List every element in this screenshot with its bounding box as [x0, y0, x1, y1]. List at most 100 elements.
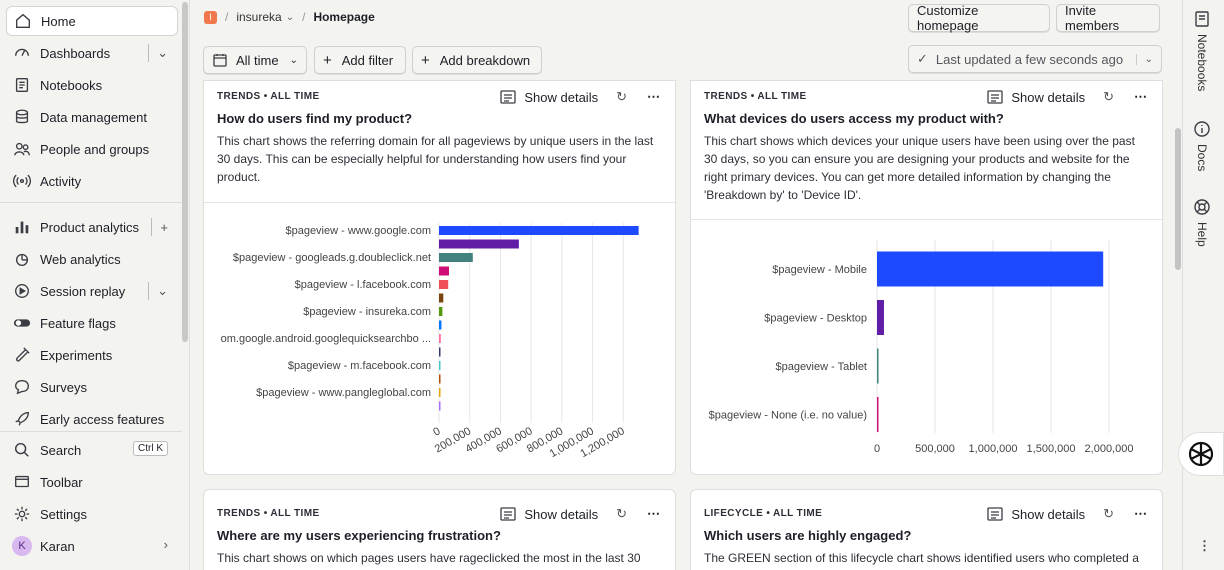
sidebar-item-label: Product analytics: [40, 219, 139, 235]
card-title[interactable]: What devices do users access my product …: [704, 111, 1004, 126]
sidebar-item-home[interactable]: Home: [6, 6, 178, 36]
sidebar-item-product-analytics[interactable]: Product analytics +: [6, 212, 178, 242]
main-scrollbar[interactable]: [1175, 128, 1181, 270]
database-icon: [12, 107, 32, 127]
sidebar-item-notebooks[interactable]: Notebooks: [6, 70, 178, 100]
rail-notebooks[interactable]: Notebooks: [1193, 10, 1211, 91]
rail-docs[interactable]: Docs: [1193, 120, 1211, 171]
chevron-down-icon: ⌄: [285, 11, 295, 23]
bar: [439, 401, 441, 411]
card-tag: TRENDS • ALL TIME: [217, 508, 320, 519]
card-tag: LIFECYCLE • ALL TIME: [704, 508, 823, 519]
sidebar-item-user[interactable]: K Karan ›: [6, 531, 178, 561]
card-description: This chart shows which devices your uniq…: [704, 134, 1135, 202]
rail-help[interactable]: Help: [1193, 198, 1211, 247]
details-icon: [500, 507, 517, 521]
bar: [877, 348, 879, 384]
check-icon: ✓: [917, 51, 928, 66]
more-icon[interactable]: ⋯: [647, 89, 661, 104]
sidebar-item-label: Session replay: [40, 283, 126, 299]
more-icon[interactable]: ⋯: [1134, 506, 1148, 521]
search-icon: [12, 440, 32, 460]
ai-assistant-button[interactable]: [1178, 432, 1224, 476]
sidebar-item-experiments[interactable]: Experiments: [6, 340, 178, 370]
show-details-button[interactable]: Show details: [500, 90, 598, 105]
devices-bar-chart: 0 500,000 1,000,000 1,500,000 2,000,000 $page…: [709, 240, 1133, 455]
sidebar-item-data-management[interactable]: Data management: [6, 102, 178, 132]
sidebar-item-label: Activity: [40, 173, 82, 189]
sidebar-item-people[interactable]: People and groups: [6, 134, 178, 164]
sidebar-item-web-analytics[interactable]: Web analytics: [6, 244, 178, 274]
details-icon: [987, 507, 1004, 521]
chevron-down-icon[interactable]: ⌄: [1135, 53, 1153, 65]
add-breakdown-label: Add breakdown: [439, 52, 531, 68]
sidebar-item-activity[interactable]: Activity: [6, 166, 178, 196]
people-icon: [12, 139, 32, 159]
category-label: $pageview - www.google.com: [285, 225, 431, 237]
add-breakdown-button[interactable]: + Add breakdown: [412, 46, 542, 74]
last-updated-button[interactable]: ✓ Last updated a few seconds ago ⌄: [908, 45, 1162, 73]
notebook-icon: [12, 75, 32, 95]
more-icon[interactable]: ⋯: [1134, 89, 1148, 104]
more-vertical-icon[interactable]: ⋮: [1198, 538, 1211, 553]
info-icon: [1194, 121, 1210, 137]
sidebar-scrollbar[interactable]: [182, 2, 188, 342]
card-title[interactable]: Where are my users experiencing frustrat…: [217, 528, 501, 543]
pie-icon: [12, 249, 32, 269]
card-description: This chart shows the referring domain fo…: [217, 134, 654, 184]
add-filter-label: Add filter: [341, 52, 394, 68]
bar: [439, 266, 449, 276]
sidebar-item-surveys[interactable]: Surveys: [6, 372, 178, 402]
refresh-icon[interactable]: ↻: [616, 506, 627, 521]
category-label: $pageview - None (i.e. no value): [709, 410, 867, 422]
show-details-button[interactable]: Show details: [500, 507, 598, 522]
refresh-icon[interactable]: ↻: [616, 89, 627, 104]
chevron-down-icon: ⌄: [157, 283, 168, 298]
card-title[interactable]: Which users are highly engaged?: [704, 528, 912, 543]
show-details-button[interactable]: Show details: [987, 90, 1085, 105]
sidebar-item-early-access[interactable]: Early access features: [6, 404, 178, 434]
customize-homepage-button[interactable]: Customize homepage: [908, 3, 1050, 33]
sidebar-item-toolbar[interactable]: Toolbar: [6, 467, 178, 497]
rail-notebooks-label: Notebooks: [1195, 34, 1209, 92]
dashboards-expand[interactable]: ⌄: [148, 44, 168, 62]
plus-icon: +: [323, 51, 332, 69]
right-rail: Notebooks Docs Help ⋮: [1182, 0, 1224, 570]
sidebar-item-feature-flags[interactable]: Feature flags: [6, 308, 178, 338]
category-label: $pageview - insureka.com: [303, 306, 431, 318]
sidebar-item-search[interactable]: Search Ctrl K: [6, 435, 178, 465]
refresh-icon[interactable]: ↻: [1103, 506, 1114, 521]
referrers-bar-chart: 0200,000400,000600,000800,0001,000,0001,…: [221, 223, 639, 460]
sidebar-item-label: Notebooks: [40, 77, 103, 93]
breadcrumb-project[interactable]: insureka: [236, 10, 282, 24]
more-icon[interactable]: ⋯: [647, 506, 661, 521]
x-tick-label: 0: [874, 443, 880, 455]
card-description: The GREEN section of this lifecycle char…: [704, 551, 1139, 565]
sidebar-item-session-replay[interactable]: Session replay ⌄: [6, 276, 178, 306]
sidebar-item-dashboards[interactable]: Dashboards ⌄: [6, 38, 178, 68]
session-replay-expand[interactable]: ⌄: [148, 282, 168, 300]
sidebar-item-label: Surveys: [40, 379, 87, 395]
product-analytics-add[interactable]: +: [151, 218, 168, 236]
insight-card-frustration: TRENDS • ALL TIME Show details ↻ ⋯ Where…: [203, 489, 676, 570]
bar: [439, 347, 441, 357]
bar-chart-icon: [12, 217, 32, 237]
sidebar-item-label: Feature flags: [40, 315, 116, 331]
refresh-icon[interactable]: ↻: [1103, 89, 1114, 104]
category-label: $pageview - Mobile: [772, 264, 867, 276]
card-title[interactable]: How do users find my product?: [217, 111, 413, 126]
activity-icon: [12, 171, 32, 191]
bar: [439, 253, 473, 262]
add-filter-button[interactable]: + Add filter: [314, 46, 406, 74]
calendar-icon: [212, 52, 228, 68]
sidebar-item-label: People and groups: [40, 141, 150, 157]
user-name: Karan: [40, 538, 75, 554]
sidebar-item-settings[interactable]: Settings: [6, 499, 178, 529]
show-details-button[interactable]: Show details: [987, 507, 1085, 522]
topbar: I / insureka ⌄ / Homepage Customize home…: [190, 0, 1180, 38]
date-range-select[interactable]: All time ⌄: [203, 46, 307, 74]
invite-members-button[interactable]: Invite members: [1056, 3, 1160, 33]
chevron-down-icon: ⌄: [157, 45, 168, 60]
chat-icon: [12, 377, 32, 397]
card-description: This chart shows on which pages users ha…: [217, 551, 641, 565]
